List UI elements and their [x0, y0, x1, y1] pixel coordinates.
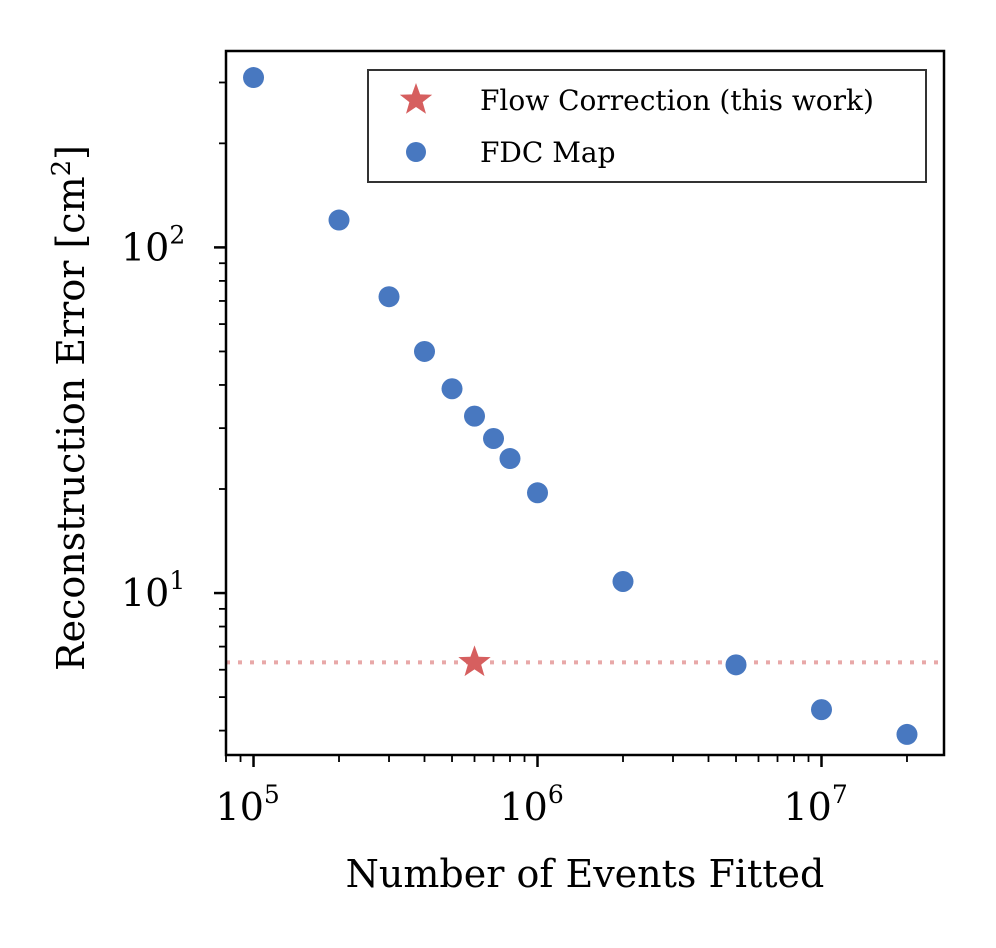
axes-frame [224, 49, 946, 757]
y-axis-label-close: ] [49, 145, 93, 160]
y-tick-label: 102 [121, 220, 185, 269]
fdc-map-point [378, 286, 400, 308]
fdc-map-point [810, 699, 832, 721]
x-axis-label: Number of Events Fitted [346, 852, 825, 896]
axis-ticks [214, 81, 908, 767]
flow-correction-point [458, 645, 491, 677]
legend-label-flow-correction: Flow Correction (this work) [480, 84, 874, 117]
legend-label-fdc-map: FDC Map [480, 136, 616, 169]
y-axis-label: Reconstruction Error [cm2] [47, 145, 93, 671]
fdc-map-point [725, 654, 747, 676]
fdc-map-point [328, 209, 350, 231]
fdc-map-point [441, 378, 463, 400]
x-tick-label: 107 [783, 780, 847, 829]
fdc-map-point [612, 571, 634, 593]
plot-area [226, 67, 944, 745]
legend-star-marker [399, 83, 433, 114]
x-tick-label: 105 [216, 780, 280, 829]
y-axis-label-main: Reconstruction Error [cm [49, 176, 93, 671]
legend-circle-marker [406, 142, 426, 162]
y-tick-label: 101 [121, 566, 185, 615]
fdc-map-point [243, 67, 265, 89]
fdc-map-point [413, 340, 435, 362]
legend-box [367, 69, 927, 183]
fdc-map-point [527, 482, 549, 504]
fdc-map-point [464, 405, 486, 427]
fdc-map-point [896, 723, 918, 745]
fdc-map-point [483, 427, 505, 449]
legend: Flow Correction (this work) FDC Map [367, 69, 927, 183]
fdc-map-point [499, 448, 521, 470]
x-tick-label: 106 [500, 780, 564, 829]
tick-labels: 105 106 107 101 102 [121, 220, 848, 829]
y-axis-label-sup: 2 [47, 160, 77, 177]
